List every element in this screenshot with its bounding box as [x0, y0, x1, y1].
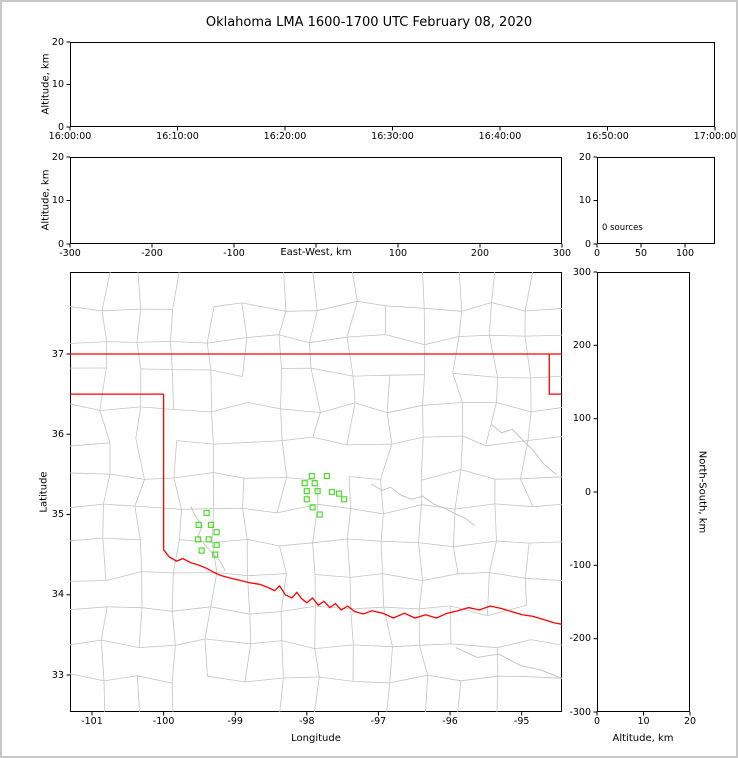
lma-station-marker [213, 529, 220, 536]
tick-label: 36 [51, 428, 64, 440]
tick-label: 300 [552, 248, 572, 259]
tick-label: 16:20:00 [263, 131, 307, 142]
lma-station-marker [203, 509, 210, 516]
missouri-border [548, 354, 562, 395]
tick-label: 100 [572, 413, 591, 425]
tick-label: 16:50:00 [586, 131, 629, 142]
tick-label: 0 [593, 716, 601, 727]
lma-station-marker [207, 521, 214, 528]
tick-label: -97 [370, 716, 387, 727]
state-border [70, 353, 562, 625]
tick-label: -99 [227, 716, 243, 727]
lma-station-marker [314, 488, 321, 495]
lma-station-marker [311, 480, 318, 487]
tick-label: -101 [81, 716, 103, 727]
tick-label: 0 [584, 238, 591, 250]
lma-station-marker [198, 547, 205, 554]
lma-station-marker [213, 541, 220, 549]
tick-label: 10 [578, 195, 591, 206]
tick-label: 20 [578, 151, 591, 163]
tick-label: 200 [470, 248, 490, 259]
lma-station-marker [336, 490, 343, 497]
tick-label: -100 [223, 248, 245, 259]
tick-label: 0 [584, 486, 591, 498]
altitude-histogram-panel [597, 157, 715, 244]
tick-label: 20 [51, 151, 64, 163]
tick-label: 50 [634, 248, 648, 259]
map-xlabel: Longitude [291, 733, 341, 744]
lma-station-marker [309, 504, 316, 511]
tick-label: 16:10:00 [156, 131, 199, 142]
tick-label: 16:00:00 [48, 131, 92, 142]
tick-label: -200 [141, 248, 163, 259]
lma-station-marker [301, 480, 308, 487]
ew-panel-xlabel: East-West, km [280, 247, 352, 258]
rivers [190, 424, 562, 679]
lma-station-marker [195, 521, 202, 528]
lma-station-marker [303, 496, 310, 503]
tick-label: -100 [569, 559, 591, 571]
ns-panel-xlabel: Altitude, km [612, 733, 674, 744]
tick-label: 300 [572, 266, 591, 278]
ns-panel-ylabel: North-South, km [696, 450, 708, 534]
tick-label: -98 [299, 716, 315, 727]
tick-label: -300 [569, 706, 591, 718]
tick-label: -100 [152, 716, 175, 727]
tick-label: 200 [572, 339, 591, 351]
tick-label: 0 [57, 238, 64, 250]
lma-station-marker [205, 536, 212, 543]
tick-label: 35 [51, 509, 64, 520]
tick-label: -200 [569, 633, 591, 645]
time-altitude-panel [70, 42, 715, 127]
map-content [70, 272, 562, 712]
map-panel [70, 272, 562, 712]
lma-station-marker [316, 511, 323, 518]
histogram-annotation: 0 sources [602, 223, 643, 233]
tick-label: 0 [593, 248, 601, 259]
lma-station-marker [303, 488, 310, 495]
tick-label: 16:40:00 [478, 131, 522, 142]
tick-label: 100 [675, 248, 695, 259]
tick-label: 20 [51, 36, 64, 48]
tick-label: 20 [683, 716, 697, 727]
map-ylabel: Latitude [38, 471, 50, 513]
eastwest-altitude-panel [70, 157, 562, 244]
tick-label: 10 [51, 79, 64, 90]
tick-label: -96 [442, 716, 458, 727]
lma-station-marker [323, 472, 330, 480]
river [491, 424, 557, 475]
county-borders [70, 272, 562, 712]
lma-station-marker [341, 496, 348, 503]
tick-label: -300 [59, 248, 81, 259]
figure-title: Oklahoma LMA 1600-1700 UTC February 08, … [205, 15, 533, 30]
tick-label: 34 [51, 589, 64, 601]
tick-label: 10 [637, 716, 650, 727]
tick-label: -95 [513, 716, 530, 727]
tick-label: 100 [388, 248, 408, 259]
river [371, 483, 475, 527]
lma-station-marker [194, 536, 202, 543]
tick-label: 37 [51, 348, 64, 360]
tick-label: 0 [57, 121, 64, 133]
river [455, 647, 562, 679]
tick-label: 16:30:00 [371, 131, 414, 142]
tick-label: 33 [51, 669, 64, 681]
tick-label: 17:00:00 [693, 131, 737, 142]
lma-station-marker [328, 488, 335, 496]
lma-station-marker [212, 551, 219, 558]
northsouth-altitude-panel [597, 272, 690, 712]
lma-stations [194, 472, 348, 558]
tick-label: 10 [51, 195, 64, 206]
lma-station-marker [308, 472, 315, 480]
river [190, 506, 226, 571]
red-river-border [163, 549, 562, 625]
